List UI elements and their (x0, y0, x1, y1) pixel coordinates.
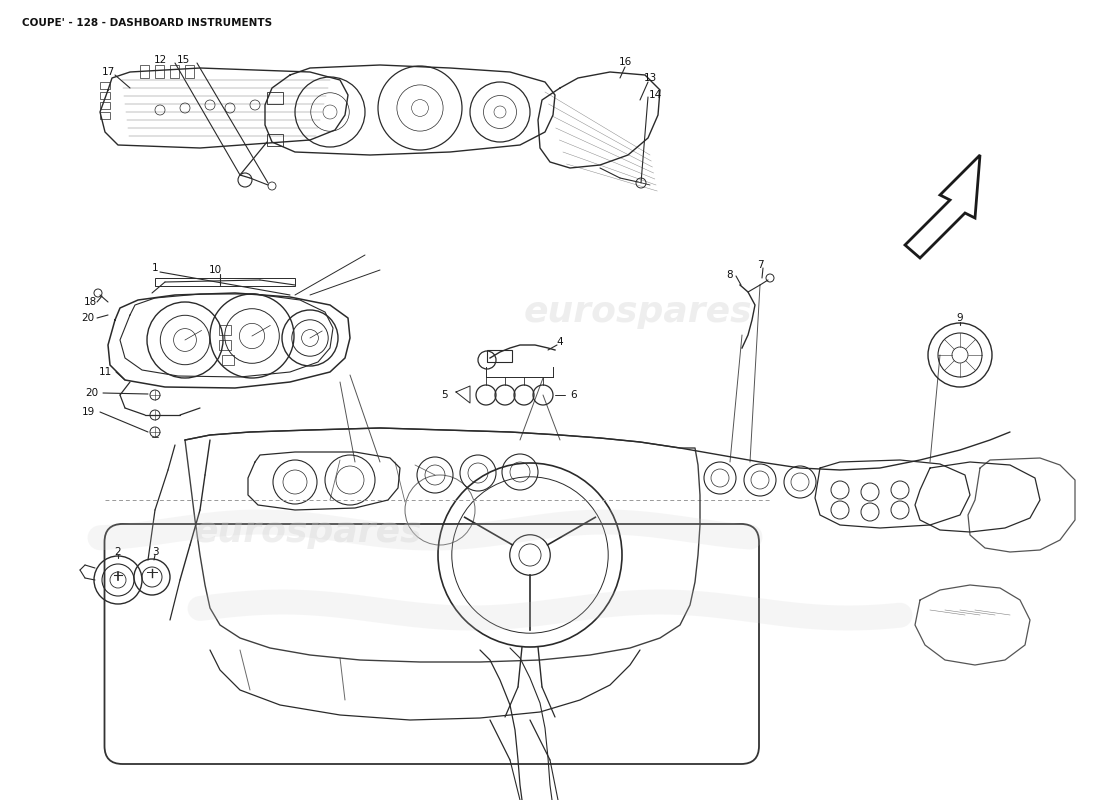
Text: 1: 1 (152, 263, 158, 273)
Text: 13: 13 (644, 73, 657, 83)
Text: eurospares: eurospares (524, 295, 752, 329)
Bar (100, 112, 110, 119)
Text: 16: 16 (618, 57, 631, 67)
Bar (219, 325, 231, 335)
Text: 7: 7 (757, 260, 763, 270)
Text: 6: 6 (570, 390, 576, 400)
Bar (100, 82, 110, 89)
Text: 19: 19 (81, 407, 95, 417)
Text: COUPE' - 128 - DASHBOARD INSTRUMENTS: COUPE' - 128 - DASHBOARD INSTRUMENTS (22, 18, 272, 28)
Text: 5: 5 (441, 390, 448, 400)
Text: 15: 15 (176, 55, 189, 65)
Bar (170, 65, 179, 78)
Text: 17: 17 (101, 67, 114, 77)
Text: 9: 9 (957, 313, 964, 323)
Bar (140, 65, 148, 78)
Polygon shape (905, 155, 980, 258)
Bar (267, 134, 283, 146)
Text: 3: 3 (152, 547, 158, 557)
Text: 4: 4 (557, 337, 563, 347)
Bar (267, 92, 283, 104)
Text: 10: 10 (208, 265, 221, 275)
Text: eurospares: eurospares (194, 515, 422, 549)
Text: 20: 20 (81, 313, 95, 323)
Bar (185, 65, 194, 78)
Text: 20: 20 (86, 388, 99, 398)
Bar (100, 102, 110, 109)
Bar (222, 355, 234, 365)
Bar (155, 278, 295, 286)
Text: 11: 11 (98, 367, 111, 377)
Text: 2: 2 (114, 547, 121, 557)
Text: 12: 12 (153, 55, 166, 65)
Bar (100, 92, 110, 99)
Bar (155, 65, 164, 78)
Text: 18: 18 (84, 297, 97, 307)
Text: 14: 14 (648, 90, 661, 100)
Bar (487, 350, 512, 362)
Text: 8: 8 (727, 270, 734, 280)
Bar (219, 340, 231, 350)
